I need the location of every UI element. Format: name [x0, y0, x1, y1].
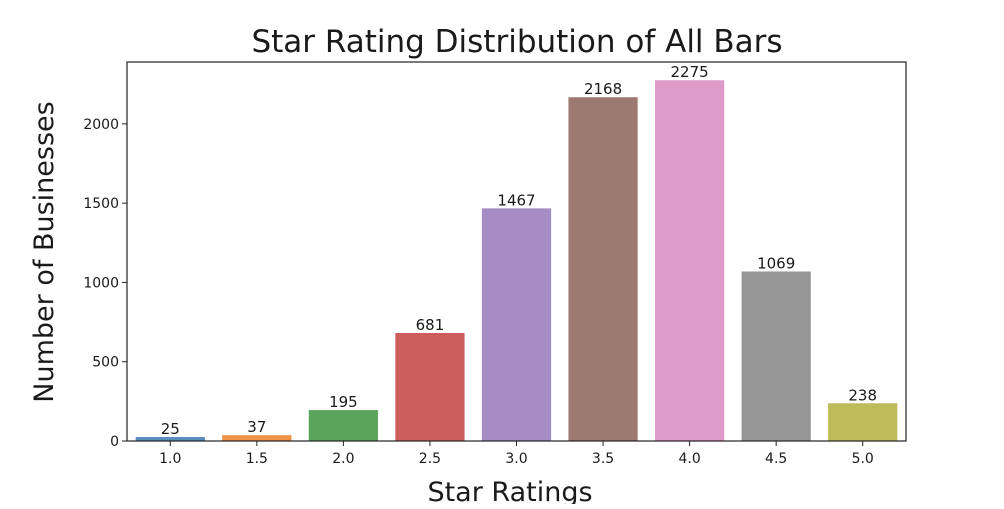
x-tick-label-3.5: 3.5 [592, 451, 614, 467]
bar-2.0 [308, 410, 379, 441]
x-axis-label: Star Ratings [427, 477, 592, 504]
bars-group [135, 80, 898, 442]
bar-4.0 [654, 80, 725, 442]
x-tick-label-3.0: 3.0 [505, 451, 527, 467]
chart-title: Star Rating Distribution of All Bars [251, 24, 782, 60]
data-label-3.0: 1467 [497, 191, 535, 209]
data-labels-group: 25 37 195 681 1467 2168 2275 1069 238 [161, 63, 877, 438]
data-label-2.5: 681 [416, 316, 445, 334]
bar-1.0 [135, 437, 205, 441]
bar-1.5 [222, 435, 292, 441]
x-tick-label-4.5: 4.5 [765, 451, 787, 467]
bar-3.0 [481, 208, 552, 441]
data-label-5.0: 238 [848, 386, 877, 404]
data-label-4.5: 1069 [757, 254, 795, 272]
bar-3.5 [568, 97, 638, 441]
x-tick-label-2.0: 2.0 [332, 451, 354, 467]
data-label-4.0: 2275 [671, 63, 709, 81]
y-tick-label-2000: 2000 [83, 117, 119, 133]
y-tick-label-1500: 1500 [83, 196, 119, 212]
bar-2.5 [395, 333, 465, 441]
data-label-1.0: 25 [161, 420, 180, 438]
x-tick-label-1.5: 1.5 [246, 451, 268, 467]
y-axis: 0 500 1000 1500 2000 [83, 117, 127, 450]
bar-4.5 [741, 271, 811, 441]
y-tick-label-1000: 1000 [83, 275, 119, 291]
data-label-2.0: 195 [329, 393, 358, 411]
data-label-1.5: 37 [247, 418, 266, 436]
y-tick-label-0: 0 [110, 434, 119, 450]
y-axis-label: Number of Businesses [29, 101, 60, 402]
x-tick-label-2.5: 2.5 [419, 451, 441, 467]
data-label-3.5: 2168 [584, 80, 622, 98]
x-tick-label-1.0: 1.0 [159, 451, 181, 467]
bar-5.0 [828, 403, 898, 441]
x-axis: 1.0 1.5 2.0 2.5 3.0 3.5 4.0 4.5 5.0 [159, 441, 874, 467]
y-tick-label-500: 500 [92, 355, 119, 371]
x-tick-label-5.0: 5.0 [852, 451, 874, 467]
x-tick-label-4.0: 4.0 [678, 451, 700, 467]
